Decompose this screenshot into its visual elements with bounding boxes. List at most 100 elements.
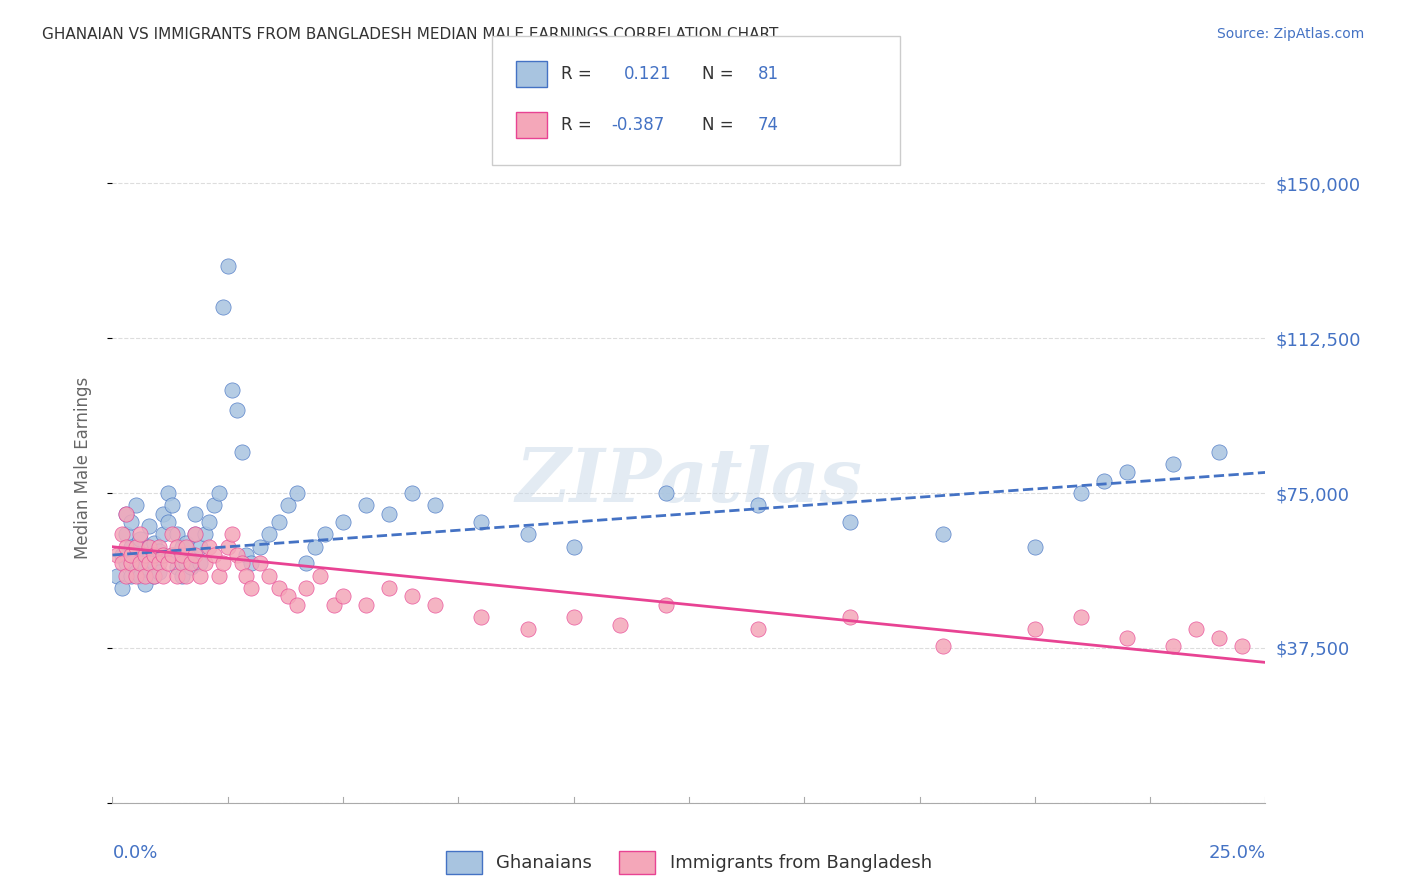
Point bbox=[162, 548, 184, 562]
Point bbox=[839, 515, 862, 529]
Point bbox=[285, 598, 308, 612]
Text: N =: N = bbox=[702, 116, 733, 134]
Point bbox=[152, 568, 174, 582]
Point bbox=[124, 540, 146, 554]
Point bbox=[134, 560, 156, 574]
Text: Source: ZipAtlas.com: Source: ZipAtlas.com bbox=[1216, 27, 1364, 41]
Point bbox=[235, 568, 257, 582]
Point bbox=[124, 548, 146, 562]
Point bbox=[249, 540, 271, 554]
Point bbox=[162, 527, 184, 541]
Point bbox=[115, 568, 138, 582]
Point bbox=[174, 535, 197, 549]
Point bbox=[105, 548, 128, 562]
Point bbox=[188, 556, 211, 570]
Point bbox=[111, 556, 134, 570]
Point bbox=[217, 540, 239, 554]
Point bbox=[152, 548, 174, 562]
Point bbox=[174, 540, 197, 554]
Point bbox=[174, 568, 197, 582]
Text: R =: R = bbox=[561, 116, 592, 134]
Point bbox=[1232, 639, 1254, 653]
Point bbox=[207, 486, 229, 500]
Point bbox=[295, 556, 318, 570]
Point bbox=[115, 556, 138, 570]
Point bbox=[166, 527, 188, 541]
Point bbox=[309, 568, 332, 582]
Point bbox=[111, 527, 134, 541]
Point bbox=[354, 598, 377, 612]
Point bbox=[156, 515, 179, 529]
Point bbox=[332, 515, 354, 529]
Point bbox=[212, 300, 235, 314]
Point bbox=[401, 486, 423, 500]
Point bbox=[129, 532, 152, 546]
Point bbox=[562, 610, 585, 624]
Point bbox=[354, 499, 377, 513]
Point bbox=[156, 556, 179, 570]
Point bbox=[124, 565, 146, 579]
Point bbox=[378, 581, 401, 595]
Point bbox=[221, 527, 243, 541]
Point bbox=[111, 581, 134, 595]
Point bbox=[839, 610, 862, 624]
Point bbox=[170, 548, 193, 562]
Point bbox=[184, 507, 207, 521]
Text: GHANAIAN VS IMMIGRANTS FROM BANGLADESH MEDIAN MALE EARNINGS CORRELATION CHART: GHANAIAN VS IMMIGRANTS FROM BANGLADESH M… bbox=[42, 27, 779, 42]
Point bbox=[120, 556, 142, 570]
Point bbox=[115, 527, 138, 541]
Point bbox=[134, 548, 156, 562]
Point bbox=[425, 499, 447, 513]
Point bbox=[1208, 631, 1230, 645]
Point bbox=[277, 590, 299, 604]
Point bbox=[295, 581, 318, 595]
Point bbox=[285, 486, 308, 500]
Point bbox=[180, 560, 202, 574]
Point bbox=[1070, 486, 1092, 500]
Point bbox=[314, 527, 336, 541]
Point bbox=[162, 499, 184, 513]
Point bbox=[1116, 466, 1139, 480]
Point bbox=[184, 527, 207, 541]
Point bbox=[655, 486, 678, 500]
Point bbox=[931, 639, 953, 653]
Point bbox=[180, 556, 202, 570]
Point bbox=[655, 598, 678, 612]
Point bbox=[162, 548, 184, 562]
Point bbox=[120, 548, 142, 562]
Point bbox=[259, 527, 281, 541]
Point bbox=[747, 499, 769, 513]
Point bbox=[184, 527, 207, 541]
Point bbox=[226, 403, 249, 417]
Legend: Ghanaians, Immigrants from Bangladesh: Ghanaians, Immigrants from Bangladesh bbox=[439, 844, 939, 880]
Point bbox=[239, 556, 262, 570]
Point bbox=[152, 507, 174, 521]
Point bbox=[202, 499, 225, 513]
Text: 0.0%: 0.0% bbox=[112, 844, 157, 862]
Point bbox=[138, 519, 160, 533]
Point bbox=[166, 568, 188, 582]
Point bbox=[1185, 623, 1208, 637]
Point bbox=[470, 610, 492, 624]
Point bbox=[609, 618, 631, 632]
Point bbox=[1070, 610, 1092, 624]
Point bbox=[249, 556, 271, 570]
Text: 74: 74 bbox=[758, 116, 779, 134]
Point bbox=[1116, 631, 1139, 645]
Text: 25.0%: 25.0% bbox=[1208, 844, 1265, 862]
Point bbox=[267, 581, 290, 595]
Point bbox=[166, 560, 188, 574]
Point bbox=[747, 623, 769, 637]
Point bbox=[143, 568, 166, 582]
Point bbox=[378, 507, 401, 521]
Point bbox=[401, 590, 423, 604]
Point bbox=[129, 556, 152, 570]
Point bbox=[143, 548, 166, 562]
Point bbox=[1092, 474, 1115, 488]
Point bbox=[105, 568, 128, 582]
Point bbox=[194, 556, 217, 570]
Point bbox=[124, 568, 146, 582]
Point bbox=[1024, 540, 1046, 554]
Point bbox=[931, 527, 953, 541]
Point bbox=[304, 540, 326, 554]
